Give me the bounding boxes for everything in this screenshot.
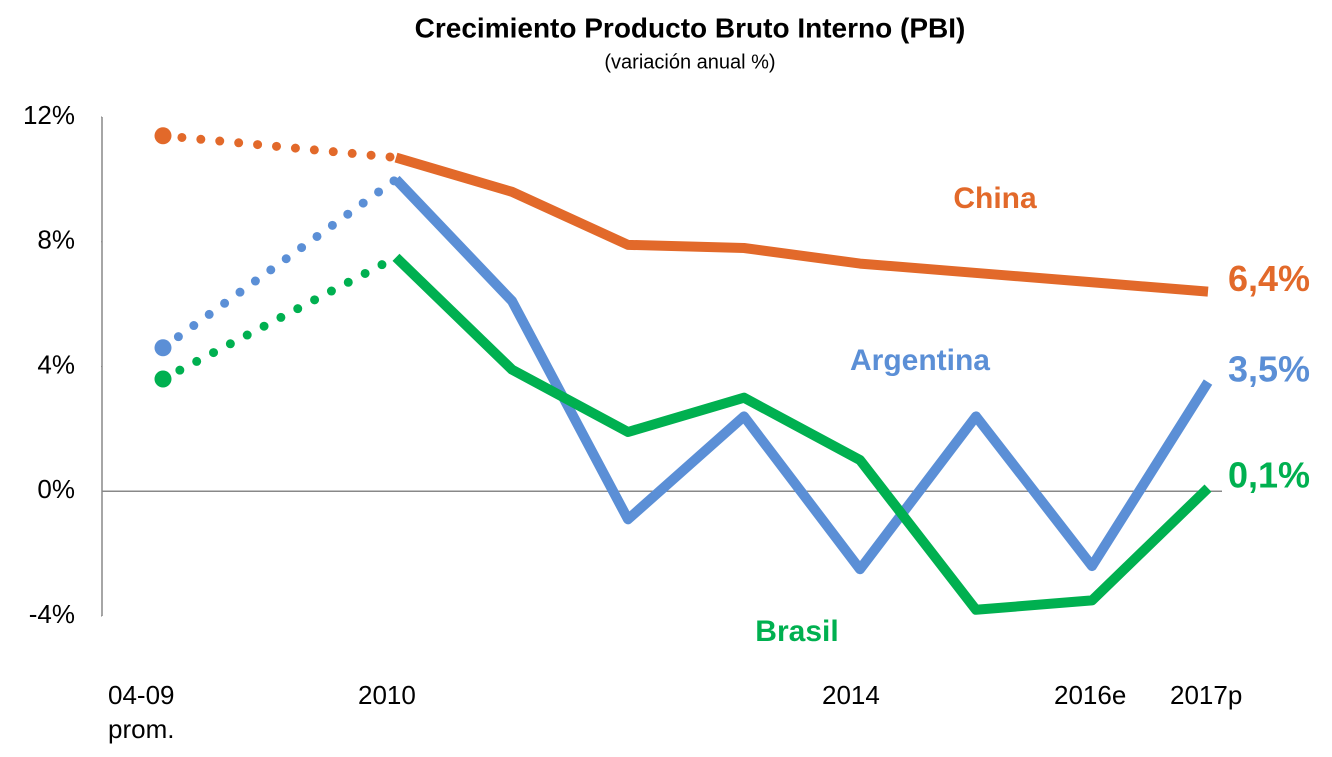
series-label: Brasil (755, 615, 838, 648)
point-marker (154, 370, 172, 388)
series-label: China (953, 182, 1037, 215)
line-dotted (158, 131, 401, 163)
y-tick-label: 12% (23, 100, 75, 130)
y-tick-label: 0% (37, 474, 75, 504)
x-tick-label: 2017p (1170, 680, 1243, 710)
x-tick-label: 2016e (1054, 680, 1127, 710)
x-tick-label: 2014 (822, 680, 880, 710)
y-tick-label: 8% (37, 225, 75, 255)
x-tick-label: 2010 (358, 680, 416, 710)
y-tick-label: -4% (29, 599, 75, 629)
chart-subtitle: (variación anual %) (604, 51, 775, 73)
chart-title: Crecimiento Producto Bruto Interno (PBI) (415, 12, 966, 43)
point-marker (154, 127, 172, 145)
value-label: 3,5% (1228, 349, 1310, 390)
y-tick-label: 4% (37, 349, 75, 379)
line-dotted (158, 174, 401, 353)
line (394, 152, 1209, 297)
x-tick-label: 04-09 prom. (108, 680, 175, 744)
value-label: 6,4% (1228, 258, 1310, 299)
line (392, 175, 1213, 575)
line-dotted (158, 252, 401, 384)
value-label: 0,1% (1228, 455, 1310, 496)
series-label: Argentina (850, 344, 990, 377)
line (392, 253, 1212, 615)
point-marker (154, 339, 172, 357)
